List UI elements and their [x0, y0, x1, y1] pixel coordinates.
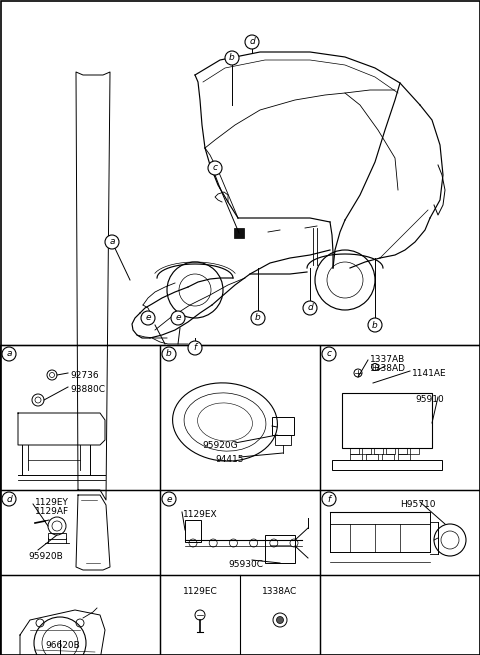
Bar: [48, 533, 66, 539]
Text: 95930C: 95930C: [228, 560, 263, 569]
Text: b: b: [229, 54, 235, 62]
Bar: [350, 454, 362, 460]
Text: 95910: 95910: [415, 395, 444, 404]
Text: 92736: 92736: [70, 371, 98, 380]
Text: e: e: [175, 314, 181, 322]
Text: a: a: [6, 350, 12, 358]
Circle shape: [225, 51, 239, 65]
Text: f: f: [327, 495, 331, 504]
Bar: [410, 448, 419, 454]
Text: 94415: 94415: [215, 455, 243, 464]
Bar: [234, 228, 244, 238]
Circle shape: [105, 235, 119, 249]
Text: 1129EC: 1129EC: [182, 587, 217, 596]
Bar: [160, 345, 320, 490]
Circle shape: [171, 311, 185, 325]
Bar: [272, 417, 294, 435]
Bar: [0, 490, 160, 575]
Text: d: d: [249, 37, 255, 47]
Bar: [320, 345, 480, 490]
Bar: [160, 575, 320, 655]
Text: 1141AE: 1141AE: [412, 369, 446, 378]
Circle shape: [322, 492, 336, 506]
Text: d: d: [307, 303, 313, 312]
Text: e: e: [145, 314, 151, 322]
Bar: [320, 575, 480, 655]
Text: b: b: [372, 320, 378, 329]
Text: 1129EY: 1129EY: [35, 498, 69, 507]
Bar: [398, 454, 410, 460]
Bar: [386, 448, 395, 454]
Circle shape: [322, 347, 336, 361]
Bar: [185, 520, 201, 542]
Text: 95920B: 95920B: [28, 552, 63, 561]
Bar: [0, 345, 160, 490]
Circle shape: [141, 311, 155, 325]
Circle shape: [276, 616, 284, 624]
Text: 1337AB: 1337AB: [370, 355, 405, 364]
Bar: [160, 490, 320, 575]
Bar: [342, 393, 432, 448]
Circle shape: [188, 341, 202, 355]
Text: c: c: [213, 164, 217, 172]
Bar: [320, 490, 480, 575]
Text: 96620B: 96620B: [45, 641, 80, 650]
Text: 1338AD: 1338AD: [370, 364, 406, 373]
Text: 95920G: 95920G: [202, 441, 238, 450]
Text: b: b: [166, 350, 172, 358]
Circle shape: [245, 35, 259, 49]
Bar: [0, 575, 160, 655]
Circle shape: [208, 161, 222, 175]
Text: 1338AC: 1338AC: [263, 587, 298, 596]
Bar: [398, 448, 407, 454]
Circle shape: [162, 347, 176, 361]
Circle shape: [2, 347, 16, 361]
Text: d: d: [6, 495, 12, 504]
Bar: [382, 454, 394, 460]
Text: f: f: [193, 343, 197, 352]
Circle shape: [2, 492, 16, 506]
Bar: [350, 448, 359, 454]
Text: 1129AF: 1129AF: [35, 507, 69, 516]
Bar: [374, 448, 383, 454]
Text: e: e: [166, 495, 172, 504]
Circle shape: [162, 492, 176, 506]
Text: a: a: [109, 238, 115, 246]
Text: b: b: [255, 314, 261, 322]
Text: 1129EX: 1129EX: [183, 510, 217, 519]
Circle shape: [303, 301, 317, 315]
Text: 93880C: 93880C: [70, 385, 105, 394]
Text: H95710: H95710: [400, 500, 435, 509]
Bar: [275, 435, 291, 445]
Circle shape: [251, 311, 265, 325]
Text: c: c: [326, 350, 332, 358]
Bar: [332, 460, 442, 470]
Bar: [265, 535, 295, 563]
Circle shape: [368, 318, 382, 332]
Bar: [362, 448, 371, 454]
Bar: [366, 454, 378, 460]
